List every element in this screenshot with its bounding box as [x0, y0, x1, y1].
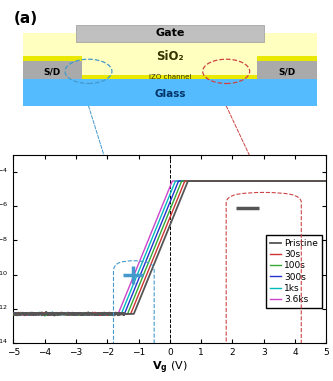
1ks	[156, 223, 160, 227]
Pristine	[258, 179, 262, 183]
30s	[316, 179, 320, 183]
3.6ks	[324, 179, 328, 183]
Bar	[76, 25, 264, 42]
30s	[164, 226, 168, 230]
100s	[316, 179, 320, 183]
300s	[27, 312, 31, 317]
Pristine	[186, 179, 190, 183]
300s	[177, 179, 181, 183]
300s	[164, 210, 168, 215]
3.6ks	[96, 313, 100, 318]
3.6ks	[27, 313, 31, 317]
Pristine	[52, 313, 56, 318]
3.6ks	[156, 215, 160, 220]
Text: IZO channel: IZO channel	[149, 74, 191, 80]
X-axis label: $\mathbf{V_g}$ (V): $\mathbf{V_g}$ (V)	[152, 360, 187, 376]
100s	[258, 179, 262, 183]
300s	[316, 179, 320, 183]
1ks	[164, 203, 168, 207]
Bar	[23, 56, 82, 61]
3.6ks	[315, 179, 319, 183]
300s	[315, 179, 319, 183]
30s	[315, 179, 319, 183]
Line: 3.6ks: 3.6ks	[13, 181, 326, 315]
30s	[27, 311, 31, 315]
30s	[15, 313, 19, 318]
300s	[258, 179, 262, 183]
300s	[11, 312, 15, 317]
Bar	[23, 80, 317, 106]
3.6ks	[258, 179, 262, 183]
1ks	[258, 179, 262, 183]
1ks	[43, 314, 47, 318]
Line: 300s: 300s	[13, 181, 326, 315]
Bar	[23, 61, 82, 80]
30s	[156, 246, 160, 251]
100s	[164, 218, 168, 223]
30s	[11, 312, 15, 317]
Bar	[257, 56, 317, 61]
Line: 1ks: 1ks	[13, 181, 326, 316]
1ks	[324, 179, 328, 183]
100s	[324, 179, 328, 183]
Text: (a): (a)	[13, 11, 37, 26]
100s	[180, 179, 184, 183]
Polygon shape	[82, 74, 257, 80]
Pristine	[164, 234, 168, 238]
300s	[156, 231, 160, 235]
3.6ks	[11, 312, 15, 317]
3.6ks	[316, 179, 320, 183]
1ks	[11, 312, 15, 316]
Pristine	[156, 254, 160, 258]
Pristine	[11, 311, 15, 316]
Pristine	[315, 179, 319, 183]
100s	[11, 312, 15, 317]
Line: Pristine: Pristine	[13, 181, 326, 315]
Pristine	[324, 179, 328, 183]
30s	[183, 179, 187, 183]
100s	[156, 239, 160, 243]
Bar	[257, 61, 317, 80]
Text: Glass: Glass	[154, 89, 185, 99]
30s	[324, 179, 328, 183]
Text: S/D: S/D	[44, 67, 61, 77]
Bar	[23, 33, 317, 80]
300s	[324, 179, 328, 183]
100s	[27, 311, 31, 315]
1ks	[316, 179, 320, 183]
100s	[315, 179, 319, 183]
100s	[42, 313, 46, 318]
1ks	[315, 179, 319, 183]
Text: S/D: S/D	[279, 67, 296, 77]
Pristine	[27, 312, 31, 316]
Bar	[82, 75, 257, 80]
3.6ks	[170, 179, 174, 183]
Text: SiO₂: SiO₂	[156, 50, 183, 63]
Pristine	[316, 179, 320, 183]
Legend: Pristine, 30s, 100s, 300s, 1ks, 3.6ks: Pristine, 30s, 100s, 300s, 1ks, 3.6ks	[266, 235, 322, 308]
1ks	[173, 179, 177, 183]
Line: 30s: 30s	[13, 181, 326, 315]
1ks	[27, 312, 31, 317]
30s	[258, 179, 262, 183]
Text: Gate: Gate	[155, 29, 184, 38]
300s	[42, 313, 46, 318]
3.6ks	[164, 195, 168, 200]
Line: 100s: 100s	[13, 181, 326, 315]
